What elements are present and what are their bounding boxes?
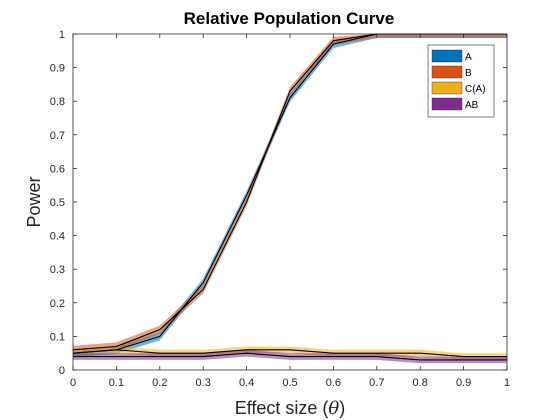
y-tick-label: 0.4 [50,231,65,243]
x-axis-label-close: ) [339,398,345,418]
y-tick-label: 0.9 [50,63,65,75]
x-tick-label: 1 [504,377,510,389]
x-axis-label-symbol: θ [328,398,339,419]
legend-label-c-a: C(A) [465,84,486,95]
legend-label-ab: AB [465,100,479,111]
x-tick-label: 0 [70,377,76,389]
chart-title: Relative Population Curve [184,9,395,28]
legend-label-a: A [465,52,472,63]
line-ab [73,352,507,361]
x-tick-label: 0.6 [326,377,341,389]
line-c-a [72,349,507,358]
x-tick-label: 0.1 [109,377,124,389]
y-axis: 0 0.1 0.2 0.3 0.4 0.5 0.6 0.7 0.8 0.9 1 [50,29,507,377]
x-axis-label-text: Effect size ( [235,398,329,418]
y-tick-label: 0.1 [50,331,65,343]
y-tick-label: 1 [59,29,65,41]
legend-swatch-b [431,65,463,79]
x-tick-label: 0.7 [369,377,384,389]
y-tick-label: 0.6 [50,163,65,175]
y-tick-label: 0 [59,365,65,377]
x-axis: 0 0.1 0.2 0.3 0.4 0.5 0.6 0.7 0.8 0.9 1 [70,34,510,389]
x-tick-label: 0.3 [196,377,211,389]
y-tick-label: 0.8 [50,96,65,108]
y-axis-label: Power [24,176,44,227]
x-axis-label: Effect size (θ) [235,398,346,419]
x-tick-label: 0.2 [152,377,167,389]
x-tick-label: 0.8 [413,377,428,389]
legend-swatch-a [431,49,463,63]
y-tick-label: 0.7 [50,130,65,142]
legend-swatch-ab [431,97,463,111]
legend-swatch-c-a [431,81,463,95]
legend-label-b: B [465,68,472,79]
y-tick-label: 0.2 [50,298,65,310]
y-tick-label: 0.3 [50,264,65,276]
x-tick-label: 0.9 [456,377,471,389]
y-tick-label: 0.5 [50,197,65,209]
x-tick-label: 0.4 [239,377,254,389]
legend: AB C(A) AB [427,44,495,118]
x-tick-label: 0.5 [282,377,297,389]
